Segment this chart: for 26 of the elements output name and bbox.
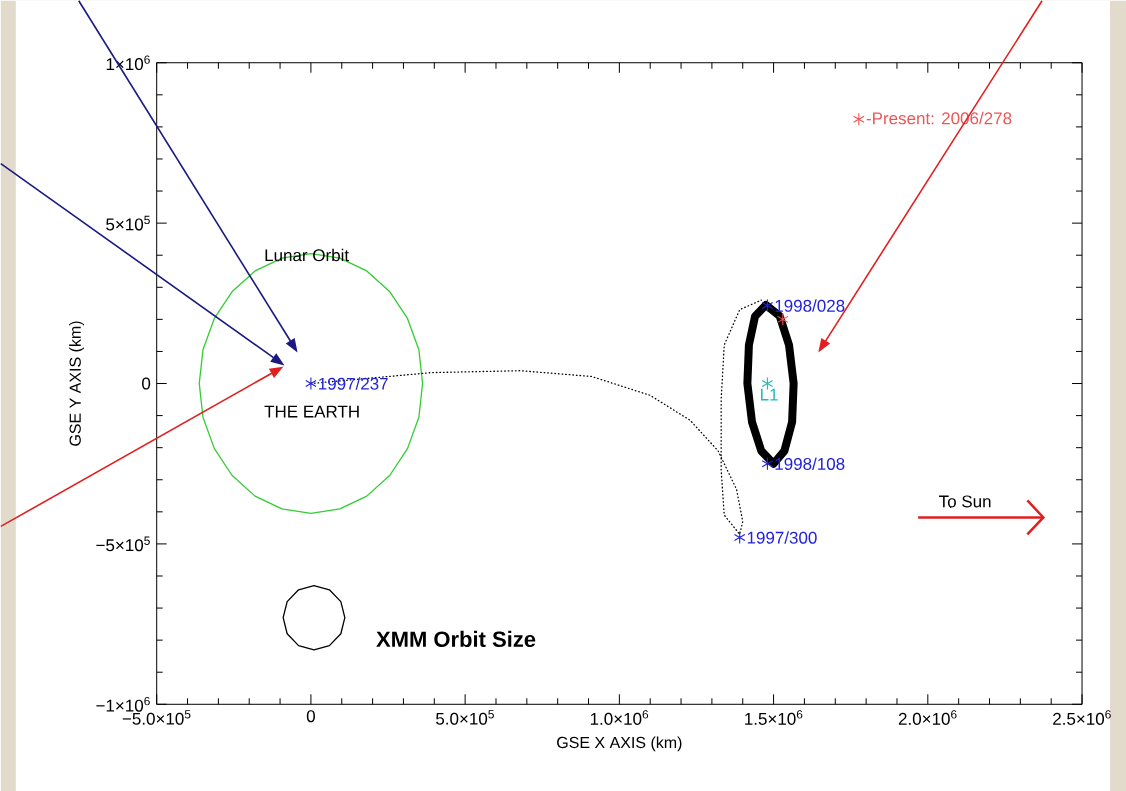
x-tick-label: 0	[306, 710, 315, 723]
data-label: 1998/028	[775, 299, 845, 312]
point	[305, 376, 317, 390]
y-tick-label: 0	[142, 377, 151, 390]
annotation: XMM Orbit Size	[376, 630, 536, 647]
x-tick-label: −5.0×10$^{5}$	[122, 710, 191, 725]
x-tick-label: 5.0×10$^{5}$	[436, 710, 494, 725]
x-axis-title: GSE X AXIS (km)	[557, 736, 682, 752]
annotation: To Sun	[939, 495, 991, 508]
y-axis-title: GSE Y AXIS (km)	[69, 321, 84, 446]
y-tick-label: 5×10$^{5}$	[106, 215, 150, 231]
x-tick-label: 2.5×10$^{6}$	[1053, 710, 1111, 725]
line-series	[282, 584, 346, 651]
point	[733, 530, 746, 544]
point	[761, 457, 774, 471]
point	[777, 312, 789, 326]
y-tick-label: −1×10$^{6}$	[96, 696, 150, 712]
annotation: L1	[761, 388, 778, 401]
x-tick-label: 1.5×10$^{6}$	[745, 710, 803, 725]
point	[761, 298, 774, 313]
data-label: 1997/237	[319, 377, 388, 390]
data-label: 1997/300	[747, 531, 817, 544]
x-tick-label: 2.0×10$^{6}$	[898, 710, 957, 725]
annotation: THE EARTH	[264, 405, 359, 418]
x-tick-label: 1.0×10$^{6}$	[590, 710, 649, 725]
y-tick-label: −5×10$^{5}$	[96, 536, 150, 552]
